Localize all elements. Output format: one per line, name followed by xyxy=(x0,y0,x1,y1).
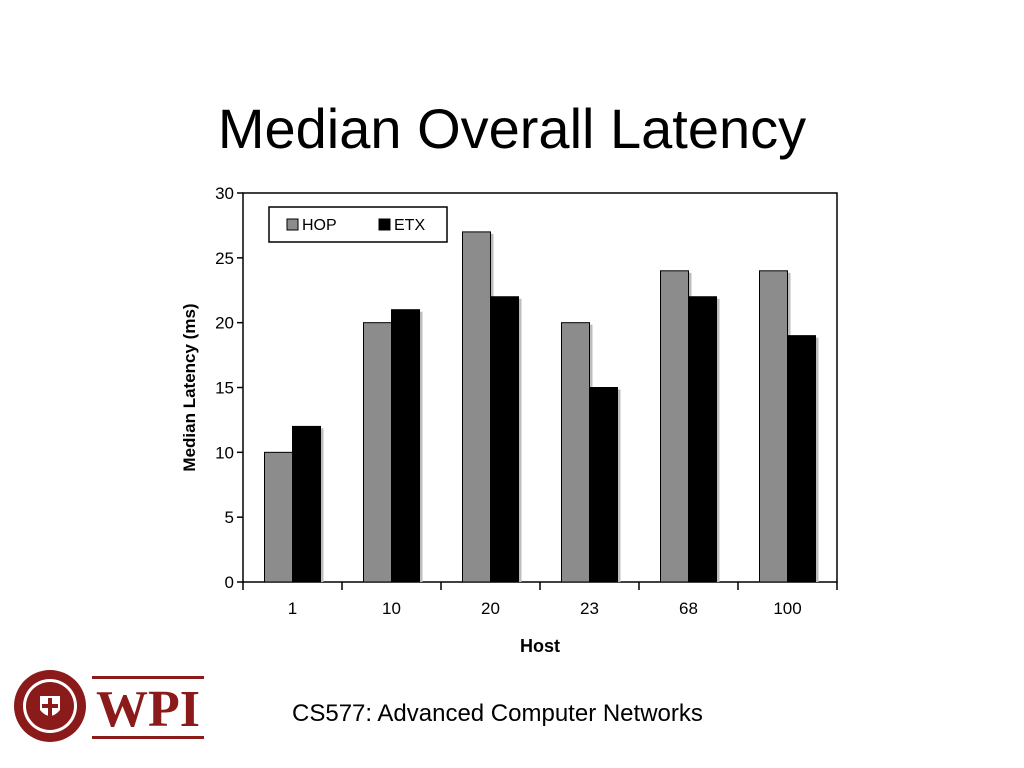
x-tick-label: 23 xyxy=(580,599,599,618)
x-tick-label: 68 xyxy=(679,599,698,618)
bar-hop xyxy=(462,231,491,583)
wpi-seal-icon xyxy=(14,670,86,742)
bar-etx xyxy=(688,296,717,583)
x-tick-label: 10 xyxy=(382,599,401,618)
y-tick-label: 5 xyxy=(225,508,234,527)
bar-etx xyxy=(589,387,618,583)
bar-etx xyxy=(490,296,519,583)
x-tick-label: 100 xyxy=(773,599,801,618)
slide-title: Median Overall Latency xyxy=(217,97,807,160)
y-tick-label: 15 xyxy=(215,379,234,398)
legend-label: HOP xyxy=(302,217,337,234)
legend-swatch xyxy=(286,218,299,231)
y-tick-label: 0 xyxy=(225,573,234,592)
bar-hop xyxy=(759,270,788,583)
bar-hop xyxy=(561,322,590,583)
y-tick-label: 30 xyxy=(215,184,234,203)
bar-etx xyxy=(787,335,816,583)
legend-label: ETX xyxy=(394,217,425,234)
y-axis-label: Median Latency (ms) xyxy=(180,303,199,471)
y-tick-label: 25 xyxy=(215,249,234,268)
bar-hop xyxy=(660,270,689,583)
wpi-logo: WPI xyxy=(12,668,208,751)
x-tick-label: 1 xyxy=(288,599,297,618)
footer-course-title: CS577: Advanced Computer Networks xyxy=(292,700,703,727)
bar-etx xyxy=(391,309,420,583)
bar-hop xyxy=(363,322,392,583)
plot-area xyxy=(242,192,838,583)
legend-swatch xyxy=(378,218,391,231)
legend-box xyxy=(268,206,448,243)
x-tick-label: 20 xyxy=(481,599,500,618)
x-axis-label: Host xyxy=(520,636,560,656)
y-tick-label: 20 xyxy=(215,314,234,333)
bar-etx xyxy=(292,425,321,583)
wpi-wordmark: WPI xyxy=(96,681,200,738)
y-tick-label: 10 xyxy=(215,443,234,462)
bar-hop xyxy=(264,451,293,583)
